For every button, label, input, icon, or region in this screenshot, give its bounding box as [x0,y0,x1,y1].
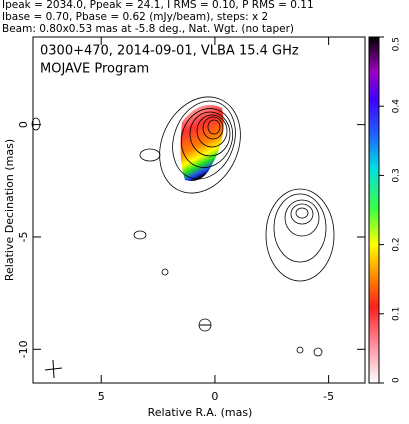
y-tick-label: 0 [17,121,30,128]
beam [44,359,63,379]
y-tick-label: -10 [17,340,30,358]
colorbar-tick-label: 0.3 [392,168,402,182]
colorbar-tick-label: 0.4 [392,99,402,114]
x-axis-label: Relative R.A. (mas) [148,406,253,419]
chart-title: 0300+470, 2014-09-01, VLBA 15.4 GHz [40,44,299,59]
x-tick-label: 5 [98,390,105,403]
x-tick-label: -5 [323,390,334,403]
colorbar-tick-label: 0.5 [392,37,402,51]
y-axis-label: Relative Decination (mas) [3,139,16,281]
colorbar-tick-label: 0.1 [392,307,402,321]
header-line: Ibase = 0.70, Pbase = 0.62 (mJy/beam), s… [2,11,268,23]
plot-frame [32,36,366,384]
colorbar [368,36,380,384]
x-tick-label: 0 [211,390,218,403]
colorbar-tick-label: 0 [392,377,402,383]
y-tick-label: -5 [17,231,30,242]
chart-subtitle: MOJAVE Program [40,62,149,77]
header-line: Ipeak = 2034.0, Ppeak = 24.1, I RMS = 0.… [2,0,314,11]
header-line: Beam: 0.80x0.53 mas at -5.8 deg., Nat. W… [2,23,294,35]
contours [31,96,335,357]
colorbar-tick-label: 0.2 [392,237,402,251]
